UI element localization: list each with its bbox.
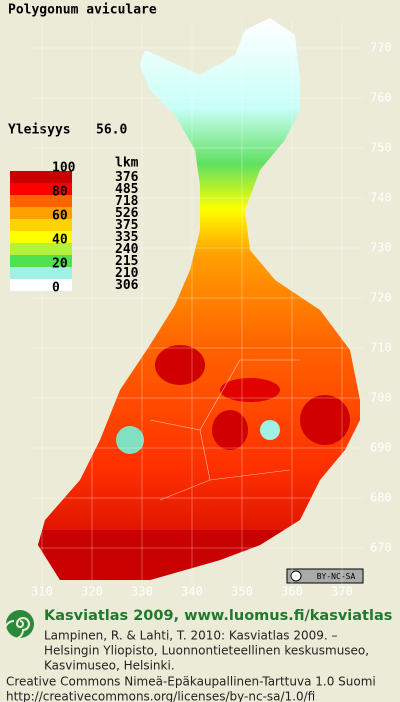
y-tick-label: 770 (370, 41, 392, 55)
x-tick-label: 320 (81, 585, 103, 599)
map (38, 18, 360, 580)
legend-swatch (10, 255, 72, 267)
y-tick-label: 680 (370, 491, 392, 505)
x-tick-label: 350 (231, 585, 253, 599)
legend-scale-label: 0 (52, 281, 60, 296)
citation-line: Lampinen, R. & Lahti, T. 2010: Kasviatla… (44, 629, 338, 643)
y-tick-label: 750 (370, 141, 392, 155)
citation-line: Helsingin Yliopisto, Luonnontieteellinen… (44, 644, 369, 658)
legend-scale-label: 100 (52, 161, 76, 176)
legend-swatch (10, 279, 72, 291)
license-line: Creative Commons Nimeä-Epäkaupallinen-Ta… (6, 675, 376, 689)
y-tick-label: 720 (370, 291, 392, 305)
legend-count: 215 (115, 254, 138, 269)
site: Kasviatlas 2009, www.luomus.fi/kasviatla… (44, 608, 392, 624)
legend-count: 306 (115, 278, 139, 293)
legend-swatch (10, 231, 72, 243)
frequency-label: Yleisyys (8, 123, 71, 138)
legend-count: 485 (115, 182, 138, 197)
legend-scale-label: 80 (52, 185, 68, 200)
y-tick-label: 690 (370, 441, 392, 455)
legend-swatch (10, 195, 72, 207)
legend-scale-label: 60 (52, 209, 68, 224)
legend-count: 718 (115, 194, 139, 209)
legend-swatch (10, 183, 72, 195)
y-tick-label: 710 (370, 341, 392, 355)
x-tick-label: 310 (31, 585, 53, 599)
legend-scale-label: 20 (52, 257, 68, 272)
logo (4, 610, 34, 640)
legend-count: 375 (115, 218, 138, 233)
legend-count: 335 (115, 230, 138, 245)
y-tick-label: 670 (370, 541, 392, 555)
y-tick-label: 730 (370, 241, 392, 255)
y-tick-label: 700 (370, 391, 392, 405)
legend-count: 210 (115, 266, 139, 281)
legend-scale-label: 40 (52, 233, 68, 248)
x-tick-label: 330 (131, 585, 153, 599)
badge: BY-NC-SA (286, 568, 364, 584)
legend-count: 240 (115, 242, 139, 257)
y-tick-label: 740 (370, 191, 392, 205)
legend-swatch (10, 267, 72, 279)
x-tick-label: 340 (181, 585, 203, 599)
title: Polygonum aviculare (8, 3, 157, 18)
citation-line: Kasvimuseo, Helsinki. (44, 659, 175, 673)
legend-count: 526 (115, 206, 139, 221)
legend-swatch (10, 243, 72, 255)
x-tick-label: 370 (331, 585, 353, 599)
legend-swatch (10, 171, 72, 183)
x-tick-label: 360 (281, 585, 303, 599)
frequency-value: 56.0 (96, 123, 127, 138)
borders (149, 359, 300, 501)
legend-title: lkm (115, 156, 139, 171)
license-line: http://creativecommons.org/licenses/by-n… (6, 690, 315, 702)
y-tick-label: 760 (370, 91, 392, 105)
legend-count: 376 (115, 170, 139, 185)
license-badge: BY-NC-SA (317, 572, 356, 581)
legend-swatch (10, 207, 72, 219)
finland (38, 18, 360, 580)
legend-swatch (10, 219, 72, 231)
